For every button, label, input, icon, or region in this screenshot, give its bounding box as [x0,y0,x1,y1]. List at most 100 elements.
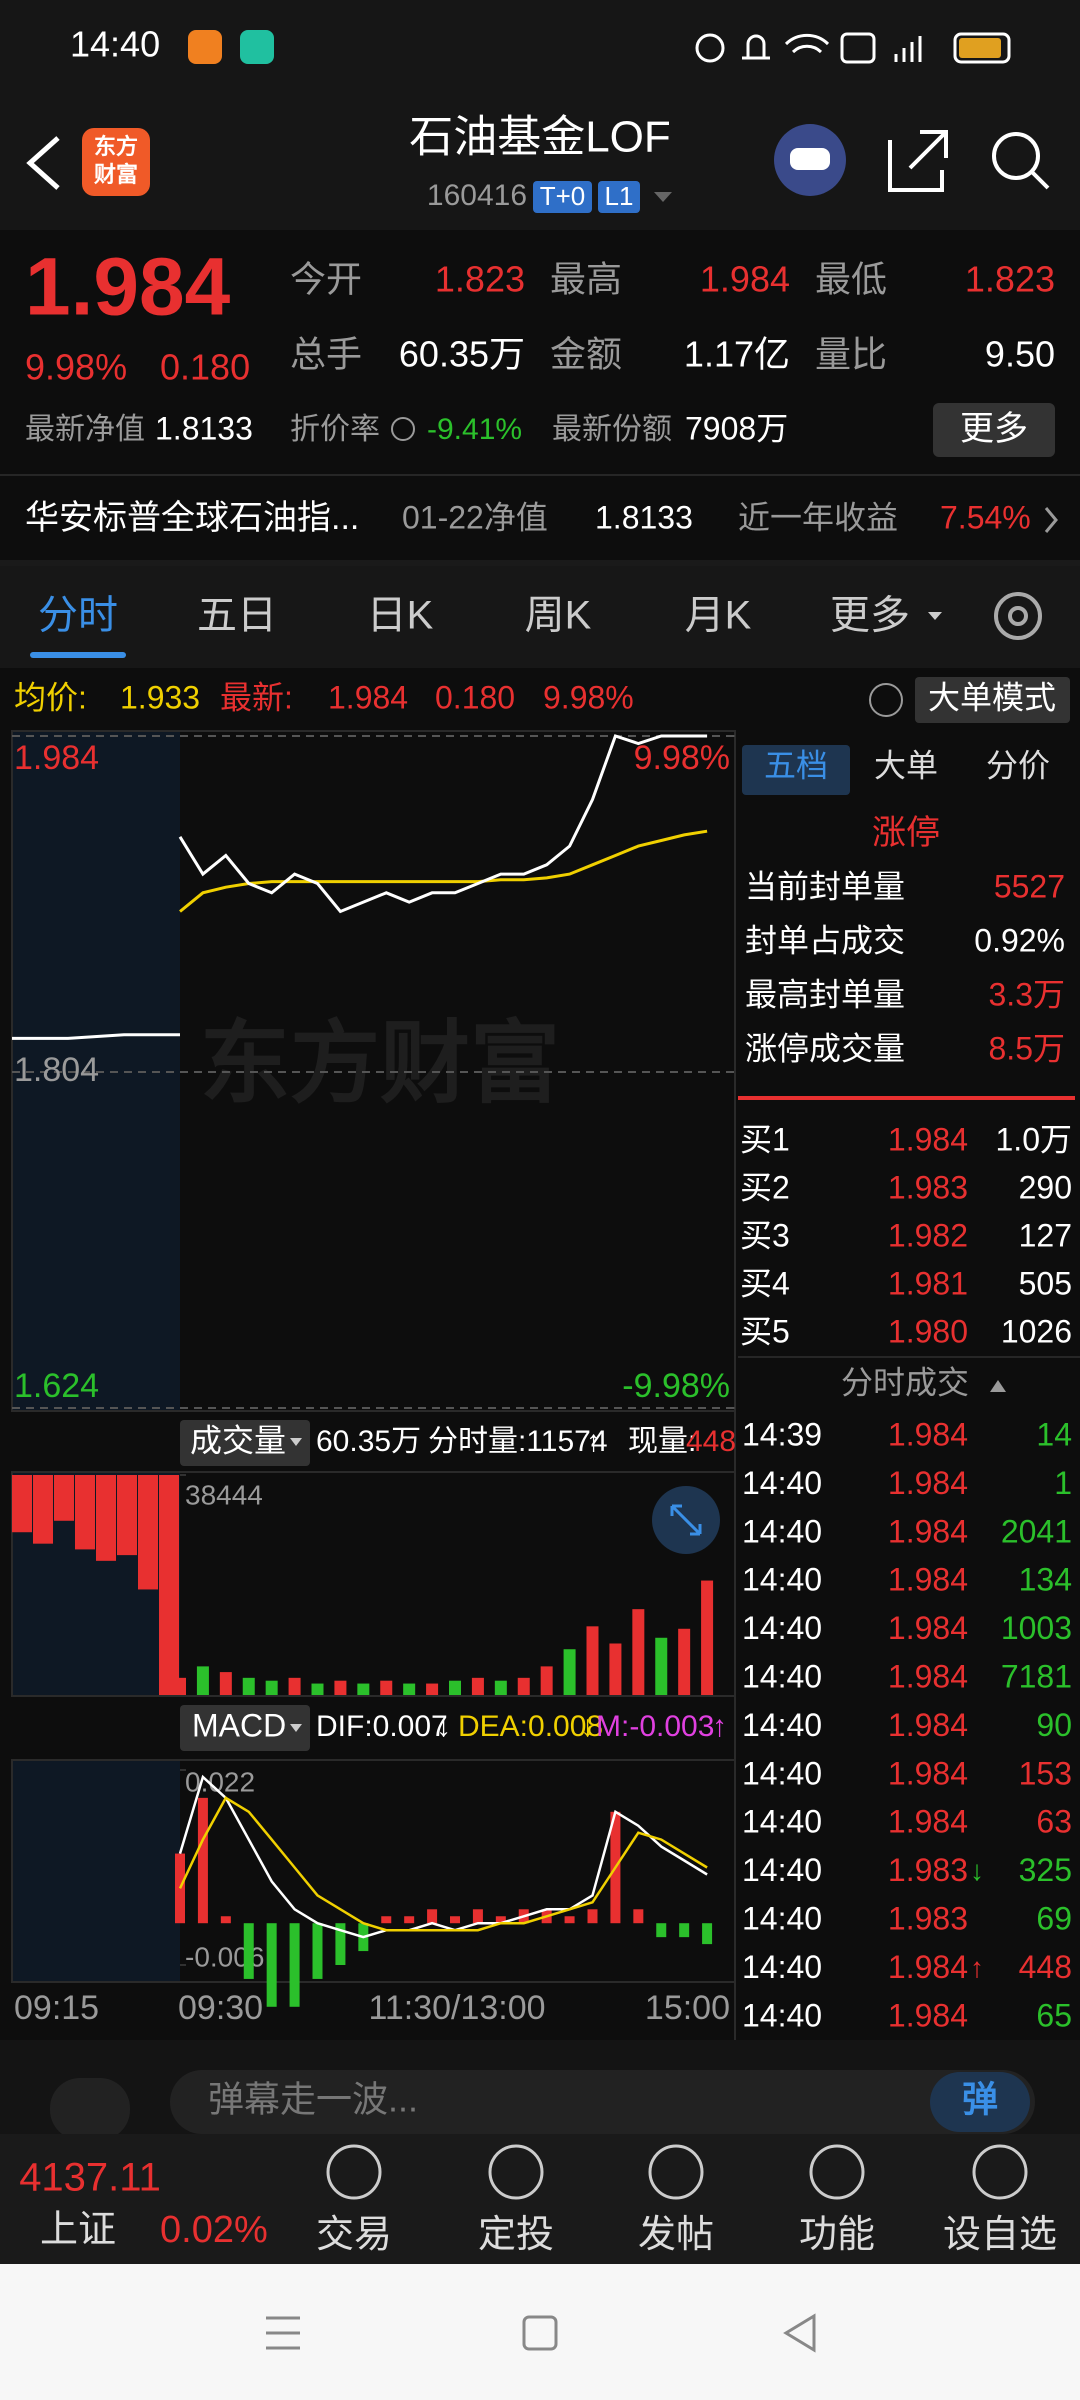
index-value[interactable]: 4137.11 [19,2156,161,2200]
volume-bar [655,1637,668,1695]
volume-bar [265,1680,278,1695]
panel-tab[interactable]: 五档 [764,747,828,783]
back-button[interactable] [26,136,60,190]
tab[interactable]: 周K [525,594,592,638]
volume-bar [288,1677,301,1695]
tab[interactable]: 五日 [197,594,277,638]
volume-bar [517,1677,530,1695]
trade-volume: 7181 [1001,1658,1072,1694]
nav-icon[interactable] [488,2144,544,2200]
tab[interactable]: 分时 [38,594,118,638]
avg-line [179,829,708,913]
mode-button[interactable]: 大单模式 [928,679,1056,715]
settings-icon[interactable] [994,592,1042,640]
trade-volume: 1003 [1001,1610,1072,1646]
shares-label: 最新份额 [552,413,672,446]
macd-bar [656,1923,667,1938]
volume-bar [678,1628,691,1695]
trade-time: 14:40 [742,1465,822,1501]
trade-time: 14:40 [742,1513,822,1549]
indicator-button-bg[interactable] [180,1420,310,1466]
volume-bar [174,1677,186,1695]
more-button-bg[interactable] [933,403,1055,457]
battery-level [959,38,1001,58]
divider [0,560,1080,568]
nav-item[interactable]: 发帖 [638,2214,714,2256]
trades-title[interactable]: 分时成交 [841,1364,969,1400]
bid-volume: 1.0万 [996,1121,1073,1157]
help-icon[interactable] [869,683,903,717]
comment-placeholder[interactable]: 弹幕走一波... [208,2079,418,2120]
stat-value: 60.35万 [399,334,525,375]
volume-bar [196,1666,209,1695]
bid-label: 买1 [740,1121,790,1157]
fund-name[interactable]: 华安标普全球石油指... [25,499,359,537]
nav-item[interactable]: 功能 [799,2214,875,2256]
current-volume: 448 [686,1425,736,1458]
more-button[interactable]: 更多 [960,410,1028,448]
y-tick-label: 1.624 [14,1367,99,1405]
dif-arrow: ↓ [436,1710,451,1743]
nav-icon[interactable] [326,2144,382,2200]
trade-price: 1.984 [888,1562,968,1598]
nav-icon[interactable] [972,2144,1028,2200]
panel-tab[interactable]: 大单 [874,747,938,783]
pre-market-volume-bar [33,1475,53,1544]
panel-tab[interactable]: 分价 [986,747,1050,783]
change: 0.180 [160,347,250,388]
nav-icon[interactable] [648,2144,704,2200]
index-name[interactable]: 上证 [40,2209,116,2251]
macd-bar [450,1916,460,1924]
wifi-icon [784,33,830,54]
indicator-button-bg[interactable] [180,1705,310,1751]
share-icon[interactable] [888,130,948,192]
fund-nav-label: 01-22净值 [402,499,548,535]
index-change[interactable]: 0.02% [160,2209,268,2251]
volume-bar [426,1683,439,1695]
nav-item[interactable]: 交易 [316,2214,392,2256]
x-axis-label: 09:15 [14,1989,99,2027]
volume-bar [471,1677,484,1695]
trade-volume: 14 [1036,1416,1072,1452]
volume-bar [334,1680,347,1695]
volume-bar [586,1626,599,1695]
indicator-name[interactable]: MACD [192,1707,286,1743]
trade-price: 1.984 [888,1658,968,1694]
danmaku-button-bg[interactable] [930,2072,1030,2132]
trade-time: 14:40 [742,1707,822,1743]
tab[interactable]: 月K [685,594,752,638]
nav-icon[interactable] [809,2144,865,2200]
stat-label: 最低 [815,259,887,300]
home-button[interactable] [522,2315,558,2351]
back-nav-button[interactable] [783,2313,816,2353]
trade-price: 1.984 [888,1707,968,1743]
search-icon[interactable] [992,132,1040,180]
current-volume-label: 现量: [628,1425,696,1458]
nav-item[interactable]: 定投 [478,2214,554,2256]
stat-label: 今开 [290,259,362,300]
comment-input[interactable] [170,2070,1035,2134]
logo-text: 东方 [94,134,138,159]
m-label: M:-0.003 [596,1710,714,1743]
volume-bar [311,1683,324,1695]
comment-icon[interactable] [50,2078,130,2140]
indicator-name[interactable]: 成交量 [190,1422,286,1458]
trade-volume: 448 [1019,1949,1072,1985]
tab[interactable]: 日K [367,594,434,638]
status-time: 14:40 [70,24,160,65]
y2-tick-label: -9.98% [622,1367,730,1405]
menu-button[interactable] [266,2316,300,2350]
danmaku-button[interactable]: 弹 [962,2079,998,2120]
system-nav [0,2264,1080,2400]
trade-time: 14:40 [742,1900,822,1936]
trade-price: 1.984 [888,1997,968,2033]
seal-value: 3.3万 [989,976,1066,1012]
tab[interactable]: 更多 [830,594,910,638]
mode-button-bg[interactable] [915,677,1070,723]
trade-volume: 134 [1019,1562,1072,1598]
divider [738,1356,1080,1358]
tab-indicator [30,652,126,658]
nav-item[interactable]: 设自选 [943,2214,1057,2256]
volume-bar [701,1580,714,1695]
